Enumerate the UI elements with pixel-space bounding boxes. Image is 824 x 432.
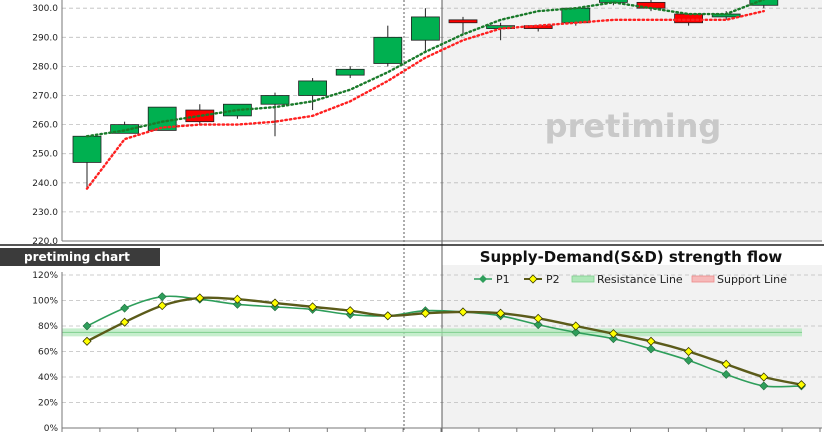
p2-point — [157, 301, 167, 311]
p2-point — [345, 306, 355, 316]
p1-point — [684, 356, 694, 365]
legend-support-label: Support Line — [717, 273, 787, 286]
p2-point — [796, 380, 806, 390]
p1-point — [82, 321, 92, 331]
candle-body — [749, 0, 779, 6]
candle-body — [335, 68, 365, 76]
price-tick-label: 270.0 — [32, 92, 58, 102]
p1-point — [759, 381, 769, 391]
strength-tick-label: 60% — [38, 348, 58, 358]
price-tick-label: 260.0 — [32, 121, 58, 131]
legend-support-swatch — [691, 275, 715, 283]
candle-body — [561, 7, 591, 24]
resistance-dotted-line — [85, 0, 765, 138]
legend-p2-label: P2 — [546, 273, 560, 286]
p2-point — [308, 302, 318, 312]
p1-point — [120, 303, 130, 313]
p1-point — [721, 370, 731, 379]
p2-point — [120, 317, 130, 327]
p1-point — [646, 344, 656, 354]
candle-body — [674, 13, 703, 24]
p2-point — [232, 294, 242, 304]
support-dotted-line — [85, 9, 765, 190]
price-tick-label: 290.0 — [32, 33, 58, 43]
p2-point — [571, 321, 581, 331]
p1-point — [533, 320, 543, 330]
p2-point — [270, 298, 280, 308]
price-tick-label: 300.0 — [32, 4, 58, 14]
candle-body — [72, 135, 102, 163]
p1-point — [571, 327, 581, 337]
p1-point — [608, 334, 618, 344]
candle-body — [373, 36, 403, 64]
trend-dots — [85, 0, 765, 190]
p2-point — [420, 308, 430, 318]
candle-body — [260, 95, 290, 105]
legend-p1-marker — [479, 275, 487, 283]
price-tick-label: 280.0 — [32, 62, 58, 72]
price-tick-label: 240.0 — [32, 179, 58, 189]
p2-point — [496, 308, 506, 318]
p2-point — [458, 307, 468, 317]
p2-point — [195, 293, 205, 303]
legend-resistance-label: Resistance Line — [597, 273, 683, 286]
price-tick-label: 220.0 — [32, 237, 58, 247]
p1-point — [232, 299, 242, 309]
p2-point — [383, 311, 393, 321]
p2-point — [684, 346, 694, 357]
candle-body — [298, 80, 328, 96]
price-tick-label: 230.0 — [32, 208, 58, 218]
bottom-chart-title: Supply-Demand(S&D) strength flow — [480, 248, 783, 266]
strength-lines — [82, 292, 806, 391]
resistance-band — [62, 328, 802, 337]
candle-body — [110, 124, 139, 134]
legend-p2-marker — [528, 274, 538, 284]
strength-tick-label: 100% — [32, 297, 58, 307]
price-tick-label: 250.0 — [32, 150, 58, 160]
candle-body — [410, 16, 440, 41]
p2-point — [721, 359, 731, 369]
forecast-shading-top — [442, 0, 822, 241]
strength-tick-label: 120% — [32, 271, 58, 281]
p2-point — [82, 336, 92, 346]
candle-body — [448, 19, 478, 24]
legend-resistance-swatch — [571, 275, 595, 283]
forecast-shading-bottom — [442, 265, 822, 428]
badge-background — [0, 248, 160, 266]
strength-tick-label: 40% — [38, 373, 58, 383]
badge-label: pretiming chart — [24, 250, 130, 264]
strength-tick-label: 80% — [38, 322, 58, 332]
p2-point — [608, 329, 618, 339]
strength-tick-label: 0% — [44, 424, 59, 432]
p1-point — [157, 292, 167, 302]
legend-p1-label: P1 — [496, 273, 510, 286]
p2-point — [533, 313, 543, 323]
legend: P1 P2 Resistance Line Support Line — [474, 273, 787, 286]
watermark: pretiming — [545, 107, 722, 145]
strength-tick-label: 20% — [38, 399, 58, 409]
p2-point — [759, 372, 769, 382]
p2-point — [646, 336, 656, 346]
